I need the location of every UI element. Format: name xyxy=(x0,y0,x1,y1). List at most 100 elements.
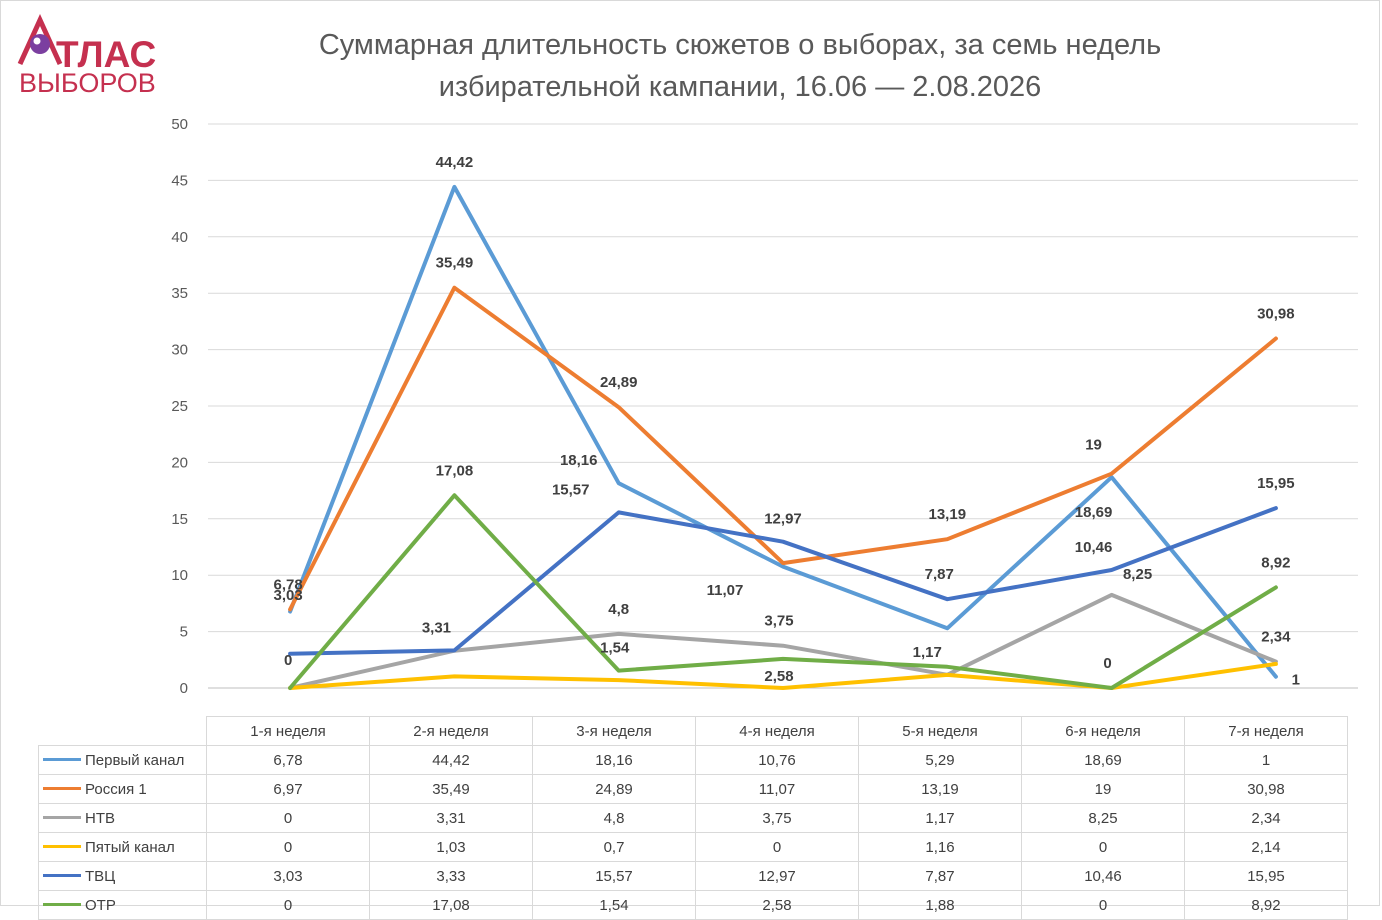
table-cell: 1,03 xyxy=(369,832,533,862)
table-cell: 13,19 xyxy=(858,774,1022,804)
table-row: ТВЦ 3,03 3,33 15,57 12,97 7,87 10,46 15,95 xyxy=(38,861,1348,891)
table-cell: 18,16 xyxy=(532,745,696,775)
chart-title-line-1: Суммарная длительность сюжетов о выборах… xyxy=(318,29,1162,61)
table-header-row: 1-я неделя 2-я неделя 3-я неделя 4-я неделя… xyxy=(38,716,1348,746)
atlas-logo: ТЛАС ВЫБОРОВ xyxy=(16,14,157,98)
table-cell: 4,8 xyxy=(532,803,696,833)
legend-swatch xyxy=(43,903,81,907)
table-cell: 19 xyxy=(1021,774,1185,804)
table-cell: 1,17 xyxy=(858,803,1022,833)
table-cell: 1,54 xyxy=(532,890,696,920)
y-tick-label: 50 xyxy=(171,116,188,133)
data-label: 0 xyxy=(1103,655,1111,672)
logo-text-top: ТЛАС xyxy=(56,34,157,75)
data-label: 2,34 xyxy=(1261,629,1291,646)
table-cell: 0 xyxy=(695,832,859,862)
data-label: 11,07 xyxy=(707,582,744,599)
series-name-cell: Пятый канал xyxy=(38,832,207,862)
table-cell: 18,69 xyxy=(1021,745,1185,775)
data-label: 2,58 xyxy=(764,668,793,685)
series-line xyxy=(288,285,1278,612)
legend-swatch xyxy=(43,758,81,762)
series-line xyxy=(288,506,1278,656)
table-cell: 10,46 xyxy=(1021,861,1185,891)
y-tick-label: 5 xyxy=(180,624,188,641)
category-label: 3-я неделя xyxy=(532,716,696,746)
y-tick-label: 45 xyxy=(171,172,188,189)
line-chart: 051015202530354045506,783,03044,4235,491… xyxy=(171,116,1358,697)
data-table: 1-я неделя 2-я неделя 3-я неделя 4-я неделя… xyxy=(38,716,1348,920)
table-cell: 3,31 xyxy=(369,803,533,833)
table-row: Россия 1 6,97 35,49 24,89 11,07 13,19 19 30,98 xyxy=(38,774,1348,804)
table-cell: 2,58 xyxy=(695,890,859,920)
category-label: 6-я неделя xyxy=(1021,716,1185,746)
category-label: 2-я неделя xyxy=(369,716,533,746)
chart-title: Суммарная длительность сюжетов о выборах… xyxy=(230,24,1250,108)
series-line xyxy=(288,184,1278,679)
y-tick-label: 25 xyxy=(171,398,188,415)
table-cell: 15,57 xyxy=(532,861,696,891)
category-label: 7-я неделя xyxy=(1184,716,1348,746)
table-row: ОТР 0 17,08 1,54 2,58 1,88 0 8,92 xyxy=(38,890,1348,920)
category-label: 5-я неделя xyxy=(858,716,1022,746)
series-name-cell: НТВ xyxy=(38,803,207,833)
data-label: 13,19 xyxy=(929,506,967,523)
data-label: 3,31 xyxy=(422,620,451,637)
y-tick-label: 35 xyxy=(171,285,188,302)
table-cell: 24,89 xyxy=(532,774,696,804)
table-cell: 3,75 xyxy=(695,803,859,833)
series-line xyxy=(288,493,1278,690)
table-cell: 1 xyxy=(1184,745,1348,775)
series-name: НТВ xyxy=(85,809,115,827)
legend-swatch xyxy=(43,816,81,820)
data-label: 15,95 xyxy=(1257,475,1295,492)
chart-title-line-2: избирательной кампании, 16.06 — 2.08.202… xyxy=(438,71,1042,103)
table-cell: 0 xyxy=(206,890,370,920)
table-cell: 8,25 xyxy=(1021,803,1185,833)
table-cell: 0 xyxy=(1021,832,1185,862)
series-name-cell: ОТР xyxy=(38,890,207,920)
data-label: 44,42 xyxy=(436,154,474,171)
data-label: 1,17 xyxy=(913,644,942,661)
table-cell: 35,49 xyxy=(369,774,533,804)
series-name: ОТР xyxy=(85,896,116,914)
y-tick-label: 10 xyxy=(171,567,188,584)
table-row: Пятый канал 0 1,03 0,7 0 1,16 0 2,14 xyxy=(38,832,1348,862)
y-tick-label: 30 xyxy=(171,342,188,359)
table-cell: 7,87 xyxy=(858,861,1022,891)
data-label: 18,69 xyxy=(1075,504,1113,521)
y-tick-label: 0 xyxy=(180,680,188,697)
data-label: 15,57 xyxy=(552,481,590,498)
logo-emblem-icon xyxy=(17,14,63,66)
y-tick-label: 40 xyxy=(171,229,188,246)
table-row: НТВ 0 3,31 4,8 3,75 1,17 8,25 2,34 xyxy=(38,803,1348,833)
series-name: Россия 1 xyxy=(85,780,147,798)
data-label: 1,54 xyxy=(600,640,630,657)
data-label: 17,08 xyxy=(436,462,474,479)
data-label: 1 xyxy=(1292,672,1300,689)
category-label: 1-я неделя xyxy=(206,716,370,746)
category-label: 4-я неделя xyxy=(695,716,859,746)
table-cell: 0 xyxy=(206,803,370,833)
legend-swatch xyxy=(43,787,81,791)
table-cell: 3,03 xyxy=(206,861,370,891)
table-cell: 6,97 xyxy=(206,774,370,804)
table-cell: 0 xyxy=(206,832,370,862)
table-corner-cell xyxy=(38,716,207,746)
data-label: 10,46 xyxy=(1075,539,1113,556)
y-tick-label: 15 xyxy=(171,511,188,528)
table-cell: 8,92 xyxy=(1184,890,1348,920)
table-cell: 2,34 xyxy=(1184,803,1348,833)
y-tick-label: 20 xyxy=(171,454,188,471)
data-label: 24,89 xyxy=(600,374,638,391)
series-name: Пятый канал xyxy=(85,838,175,856)
legend-swatch xyxy=(43,845,81,849)
data-label: 12,97 xyxy=(764,511,802,528)
table-cell: 1,88 xyxy=(858,890,1022,920)
series-name-cell: Первый канал xyxy=(38,745,207,775)
data-label: 4,8 xyxy=(608,601,629,618)
legend-swatch xyxy=(43,874,81,878)
series-name: ТВЦ xyxy=(85,867,116,885)
logo-text-bottom: ВЫБОРОВ xyxy=(19,68,156,98)
data-label: 8,92 xyxy=(1261,554,1290,571)
